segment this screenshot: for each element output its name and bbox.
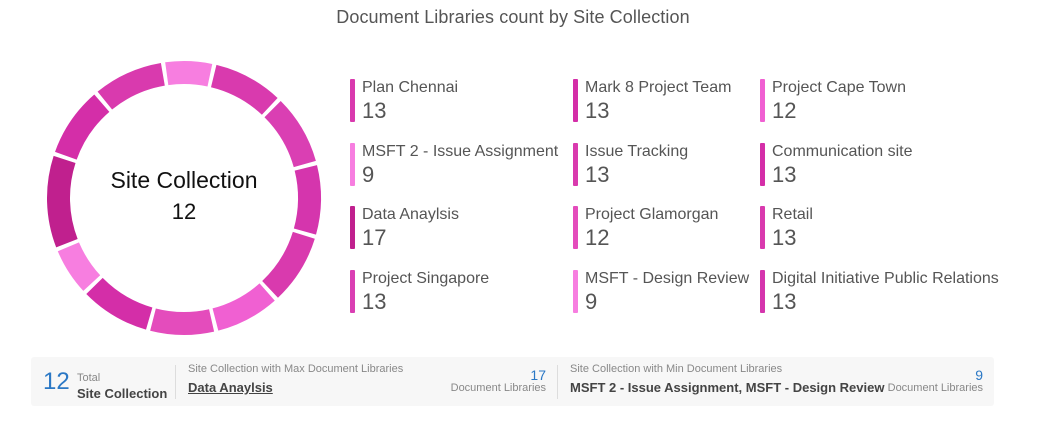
legend-color-bar [350,270,355,313]
legend-color-bar [573,79,578,122]
donut-slice[interactable] [57,242,101,291]
legend-color-bar [760,206,765,249]
legend-value: 13 [362,289,387,314]
legend-label: MSFT 2 - Issue Assignment [362,143,559,160]
legend-item[interactable]: MSFT - Design Review 9 [573,269,749,315]
donut-slice[interactable] [210,64,278,115]
legend-color-bar [760,79,765,122]
donut-slice[interactable] [212,283,275,331]
center-value: 12 [171,199,197,224]
summary-min: Site Collection with Min Document Librar… [570,357,983,406]
legend-color-bar [573,206,578,249]
min-site-names: MSFT 2 - Issue Assignment, MSFT - Design… [570,380,885,395]
legend-value: 13 [362,98,387,123]
donut-center: Site Collection 12 [48,165,320,227]
donut-slice[interactable] [262,231,315,298]
legend-value: 9 [362,162,375,187]
legend-item[interactable]: MSFT 2 - Issue Assignment 9 [350,142,558,188]
center-label: Site Collection [110,167,258,193]
legend-value: 13 [585,98,610,123]
legend-value: 12 [772,98,797,123]
legend-item[interactable]: Data Anaylsis 17 [350,205,459,251]
legend-value: 13 [772,225,797,250]
legend-label: Retail [772,206,813,223]
max-site-link[interactable]: Data Anaylsis [188,380,273,395]
legend-label: Issue Tracking [585,143,689,160]
summary-max: Site Collection with Max Document Librar… [188,357,546,406]
donut-slice[interactable] [293,165,321,235]
legend-item[interactable]: Project Cape Town 12 [760,78,906,124]
legend-label: Project Singapore [362,270,490,287]
legend-label: Communication site [772,143,913,160]
legend-item[interactable]: Mark 8 Project Team 13 [573,78,731,124]
donut-slice[interactable] [97,62,165,110]
donut-slice[interactable] [264,100,316,168]
legend-label: Mark 8 Project Team [585,79,732,96]
summary-divider [175,365,176,399]
donut-chart[interactable] [40,54,328,342]
min-unit: Document Libraries [887,382,983,394]
legend-value: 9 [585,289,598,314]
donut-slice[interactable] [150,308,215,335]
legend-label: MSFT - Design Review [585,270,750,287]
legend-item[interactable]: Project Singapore 13 [350,269,489,315]
legend-item[interactable]: Retail 13 [760,205,813,251]
summary-divider [557,365,558,399]
legend-color-bar [760,143,765,186]
chart-title: Document Libraries count by Site Collect… [336,7,690,27]
legend-value: 13 [585,162,610,187]
legend-item[interactable]: Communication site 13 [760,142,913,188]
legend-item[interactable]: Digital Initiative Public Relations 13 [760,269,999,315]
donut-slice[interactable] [86,277,153,330]
legend-color-bar [573,143,578,186]
legend-label: Plan Chennai [362,79,459,96]
legend-value: 12 [585,225,610,250]
donut-slice[interactable] [55,94,110,160]
donut-slice[interactable] [46,155,78,248]
total-label: Site Collection [77,386,168,401]
legend-label: Digital Initiative Public Relations [772,270,999,287]
min-count: 9 [975,367,983,383]
max-unit: Document Libraries [450,382,546,394]
max-caption: Site Collection with Max Document Librar… [188,363,404,375]
legend-color-bar [350,206,355,249]
donut-slice[interactable] [165,61,213,87]
legend-label: Project Cape Town [772,79,906,96]
legend-label: Project Glamorgan [585,206,719,223]
legend-color-bar [573,270,578,313]
summary-bar: 12 Total Site Collection Site Collection… [31,357,994,406]
legend-value: 13 [772,162,797,187]
min-caption: Site Collection with Min Document Librar… [570,363,783,375]
legend-color-bar [350,79,355,122]
legend-value: 17 [362,225,387,250]
legend-value: 13 [772,289,797,314]
max-count: 17 [530,367,546,383]
legend-item[interactable]: Issue Tracking 13 [573,142,688,188]
total-value: 12 [43,368,70,395]
legend-color-bar [350,143,355,186]
legend-item[interactable]: Plan Chennai 13 [350,78,458,124]
legend-item[interactable]: Project Glamorgan 12 [573,205,718,251]
legend-label: Data Anaylsis [362,206,459,223]
total-caption: Total [77,372,101,384]
legend-color-bar [760,270,765,313]
